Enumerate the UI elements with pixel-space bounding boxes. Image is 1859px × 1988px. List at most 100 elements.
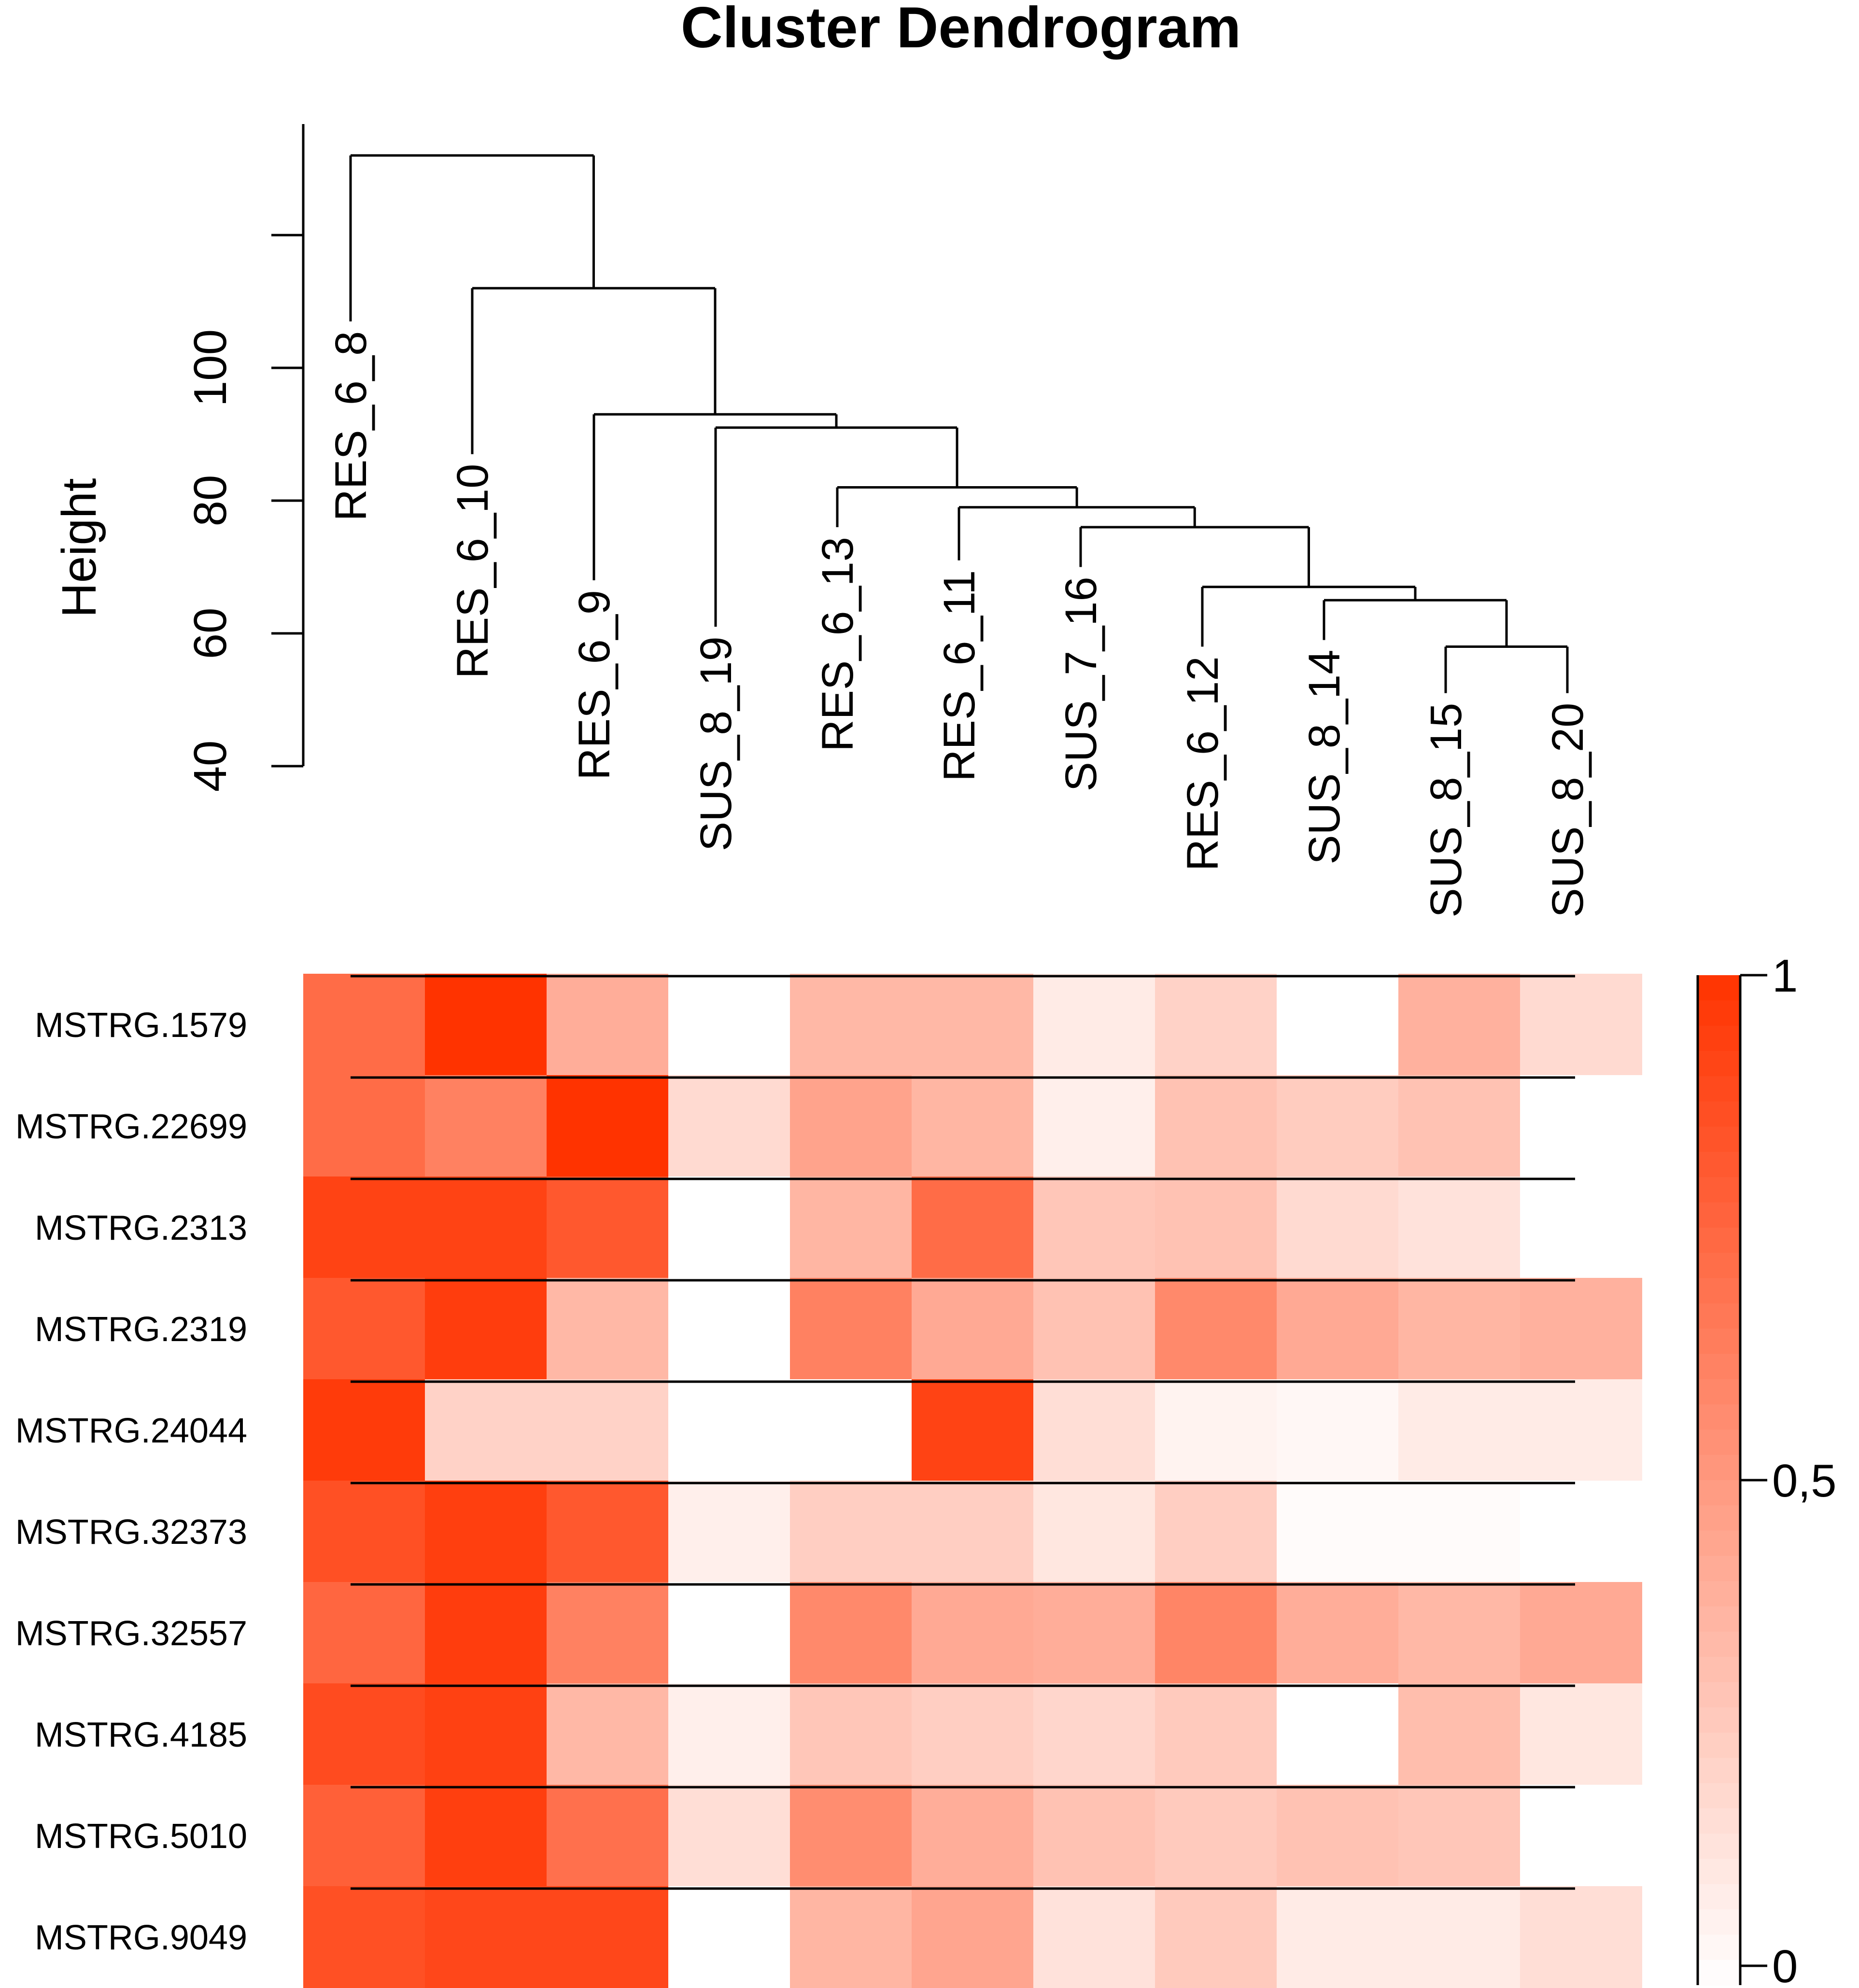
heatmap-cell [1277, 1785, 1399, 1887]
heatmap-cell [547, 1176, 669, 1278]
heatmap-cell [1155, 1582, 1277, 1684]
heatmap-cell [912, 1278, 1034, 1380]
legend-gradient-step [1698, 1555, 1740, 1582]
y-tick-label: 40 [184, 741, 236, 792]
heatmap-cell [1277, 1379, 1399, 1481]
heatmap-cell [1033, 974, 1155, 1076]
heatmap-cell [1155, 974, 1277, 1076]
legend-gradient-step [1698, 1808, 1740, 1834]
legend-gradient-step [1698, 1404, 1740, 1430]
legend-gradient-step [1698, 1379, 1740, 1405]
heatmap-cell [547, 1582, 669, 1684]
heatmap-cell [790, 1683, 912, 1785]
heatmap-cell [790, 1886, 912, 1988]
heatmap-cell [425, 1278, 547, 1380]
heatmap-cell [1520, 1176, 1642, 1278]
heatmap-cell [1277, 1886, 1399, 1988]
heatmap-cell [912, 1379, 1034, 1481]
leaf-label: RES_6_8 [326, 331, 376, 521]
heatmap-cell [1520, 1785, 1642, 1887]
legend-gradient-step [1698, 1834, 1740, 1860]
heatmap-cell [303, 1379, 425, 1481]
heatmap-cell [668, 1683, 790, 1785]
heatmap-cell [912, 1582, 1034, 1684]
heatmap-cell [790, 1176, 912, 1278]
legend-gradient-step [1698, 1025, 1740, 1051]
heatmap-cell [668, 1582, 790, 1684]
leaf-label: SUS_8_14 [1300, 650, 1349, 865]
dendrogram: 40 60 80 100 RES_6_8 RES_6_10 RES_6_9 SUS_8_19 R… [184, 124, 1592, 918]
heatmap-cell [1277, 1075, 1399, 1177]
heatmap-cell [547, 1785, 669, 1887]
heatmap-cell [1398, 1176, 1521, 1278]
legend-gradient-step [1698, 1682, 1740, 1708]
chart-title: Cluster Dendrogram [681, 0, 1241, 60]
heatmap-cell [790, 1278, 912, 1380]
heatmap-cell [668, 1886, 790, 1988]
leaf-label: RES_6_12 [1178, 657, 1227, 871]
heatmap-cell [1398, 1481, 1521, 1582]
heatmap-cell [1398, 1278, 1521, 1380]
leaf-label: SUS_7_16 [1056, 577, 1106, 792]
row-label: MSTRG.24044 [15, 1412, 247, 1450]
heatmap-cell [912, 1481, 1034, 1582]
row-label: MSTRG.2319 [35, 1310, 247, 1349]
heatmap-cell [1033, 1886, 1155, 1988]
legend-gradient-step [1698, 1152, 1740, 1178]
legend-gradient-step [1698, 1253, 1740, 1279]
heatmap-cell [1398, 974, 1521, 1076]
heatmap-cell [668, 1379, 790, 1481]
legend-gradient-step [1698, 1429, 1740, 1456]
heatmap-cell [1155, 1683, 1277, 1785]
leaf-label: SUS_8_19 [691, 636, 741, 851]
legend-tick-label: 0 [1772, 1941, 1798, 1988]
row-label: MSTRG.32557 [15, 1614, 247, 1653]
legend-gradient-step [1698, 1177, 1740, 1203]
legend-gradient-step [1698, 1202, 1740, 1228]
heatmap-cell [1033, 1683, 1155, 1785]
heatmap-cell [547, 1886, 669, 1988]
heatmap-cell [1277, 1278, 1399, 1380]
heatmap-cell [303, 1176, 425, 1278]
heatmap-cell [790, 1075, 912, 1177]
y-tick-label: 60 [184, 608, 236, 659]
heatmap-cell [1033, 1785, 1155, 1887]
heatmap-cell [1277, 1176, 1399, 1278]
legend-gradient-step [1698, 1126, 1740, 1153]
heatmap-cell [668, 1785, 790, 1887]
heatmap-cell [668, 1176, 790, 1278]
heatmap-cell [425, 1379, 547, 1481]
heatmap-cell [303, 974, 425, 1076]
legend-gradient-step [1698, 1354, 1740, 1380]
row-label: MSTRG.9049 [35, 1918, 247, 1957]
heatmap-cell [1033, 1481, 1155, 1582]
heatmap-cell [303, 1481, 425, 1582]
heatmap-cell [790, 1785, 912, 1887]
y-tick-label: 80 [184, 475, 236, 527]
legend-gradient-step [1698, 1758, 1740, 1784]
legend-gradient-step [1698, 1657, 1740, 1683]
legend-gradient-step [1698, 1329, 1740, 1355]
heatmap-cell [425, 1785, 547, 1887]
row-label: MSTRG.5010 [35, 1817, 247, 1856]
heatmap-cell [1520, 1278, 1642, 1380]
leaf-label: RES_6_11 [935, 570, 984, 782]
leaf-label: RES_6_10 [448, 464, 497, 679]
heatmap-cell [425, 974, 547, 1076]
leaf-label: SUS_8_20 [1543, 703, 1592, 918]
heatmap-cell [1155, 1075, 1277, 1177]
heatmap-cell [1155, 1785, 1277, 1887]
legend-gradient-step [1698, 1228, 1740, 1254]
heatmap-cell [912, 1176, 1034, 1278]
heatmap-cell [668, 1075, 790, 1177]
heatmap: MSTRG.1579 MSTRG.22699 MSTRG.2313 MSTRG.231… [15, 974, 1642, 1988]
color-legend: 10,50 [1696, 950, 1836, 1988]
y-axis-label: Height [52, 478, 106, 617]
heatmap-cell [790, 1481, 912, 1582]
heatmap-cell [790, 1582, 912, 1684]
row-label: MSTRG.2313 [35, 1209, 247, 1247]
heatmap-cell [1398, 1582, 1521, 1684]
legend-gradient-step [1698, 1733, 1740, 1759]
heatmap-cell [1520, 1481, 1642, 1582]
heatmap-cell [303, 1886, 425, 1988]
